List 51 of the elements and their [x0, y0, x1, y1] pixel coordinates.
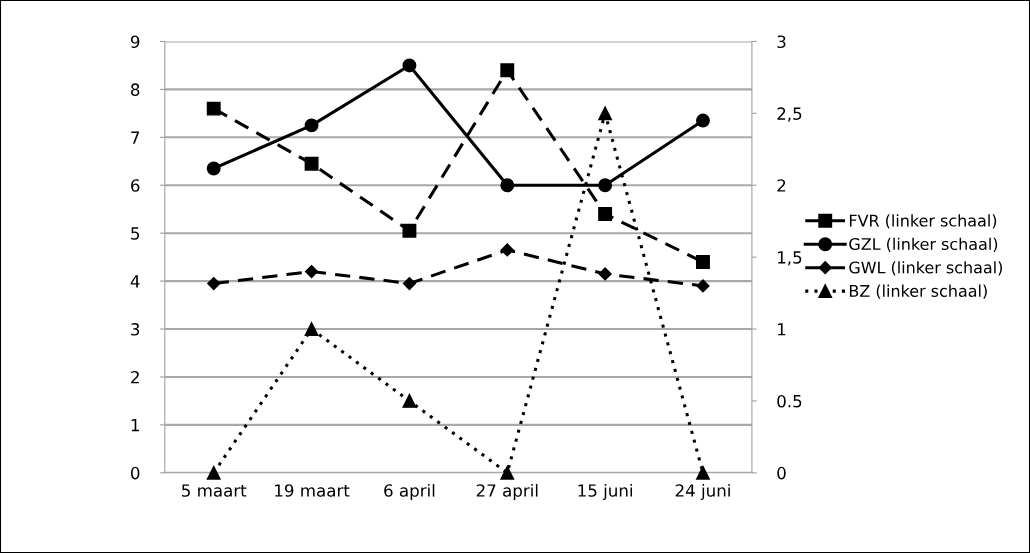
y2-tick-label: 2 [777, 179, 786, 192]
y2-tick-label: 2,5 [777, 107, 802, 122]
point [500, 243, 514, 257]
point [500, 465, 515, 480]
x-tick-label: 24 juni [675, 483, 730, 501]
y-tick-label: 4 [130, 275, 140, 288]
point [402, 276, 417, 291]
point [696, 465, 710, 480]
point [304, 264, 319, 279]
point [402, 393, 417, 408]
y-tick-label: 5 [131, 227, 140, 240]
y-tick-label: 8 [131, 83, 140, 96]
point [696, 254, 710, 269]
point [500, 63, 515, 78]
y-tick-label: 1 [131, 419, 139, 432]
x-tick-label: 6 april [384, 483, 435, 501]
x-tick-label: 19 maart [275, 484, 350, 497]
point [206, 465, 221, 480]
y-tick-label: 2 [131, 370, 139, 384]
point [598, 178, 613, 193]
y2-tick-label: 0.5 [777, 394, 802, 408]
point [598, 106, 613, 121]
point [304, 118, 319, 133]
point [598, 267, 612, 281]
point [304, 322, 319, 336]
point [207, 276, 221, 291]
point [206, 161, 221, 176]
x-tick-label: 5 maart [182, 484, 247, 497]
legend-label: GWL (linker schaal) [849, 261, 1002, 276]
point [402, 223, 417, 238]
point [304, 156, 319, 171]
y2-tick-label: 3 [777, 35, 786, 49]
y2-tick-label: 1 [778, 323, 786, 336]
y-tick-label: 3 [131, 323, 140, 336]
legend-label: FVR (linker schaal) [849, 214, 997, 229]
y-tick-label: 9 [130, 35, 140, 49]
y-tick-label: 6 [131, 179, 140, 192]
point [598, 207, 613, 221]
point [402, 58, 417, 73]
x-tick-label: 27 april [476, 483, 538, 501]
legend-label: BZ (linker schaal) [849, 284, 987, 299]
legend-label: GZL (linker schaal) [849, 237, 998, 252]
y2-tick-label: 1,5 [778, 251, 802, 266]
point [696, 279, 710, 293]
y-tick-label: 0 [130, 466, 140, 480]
y2-tick-label: 0 [777, 466, 786, 480]
point [206, 101, 221, 116]
y-tick-label: 7 [131, 131, 140, 144]
point [696, 113, 710, 128]
x-tick-label: 15 juni [578, 483, 633, 501]
point [500, 178, 515, 193]
